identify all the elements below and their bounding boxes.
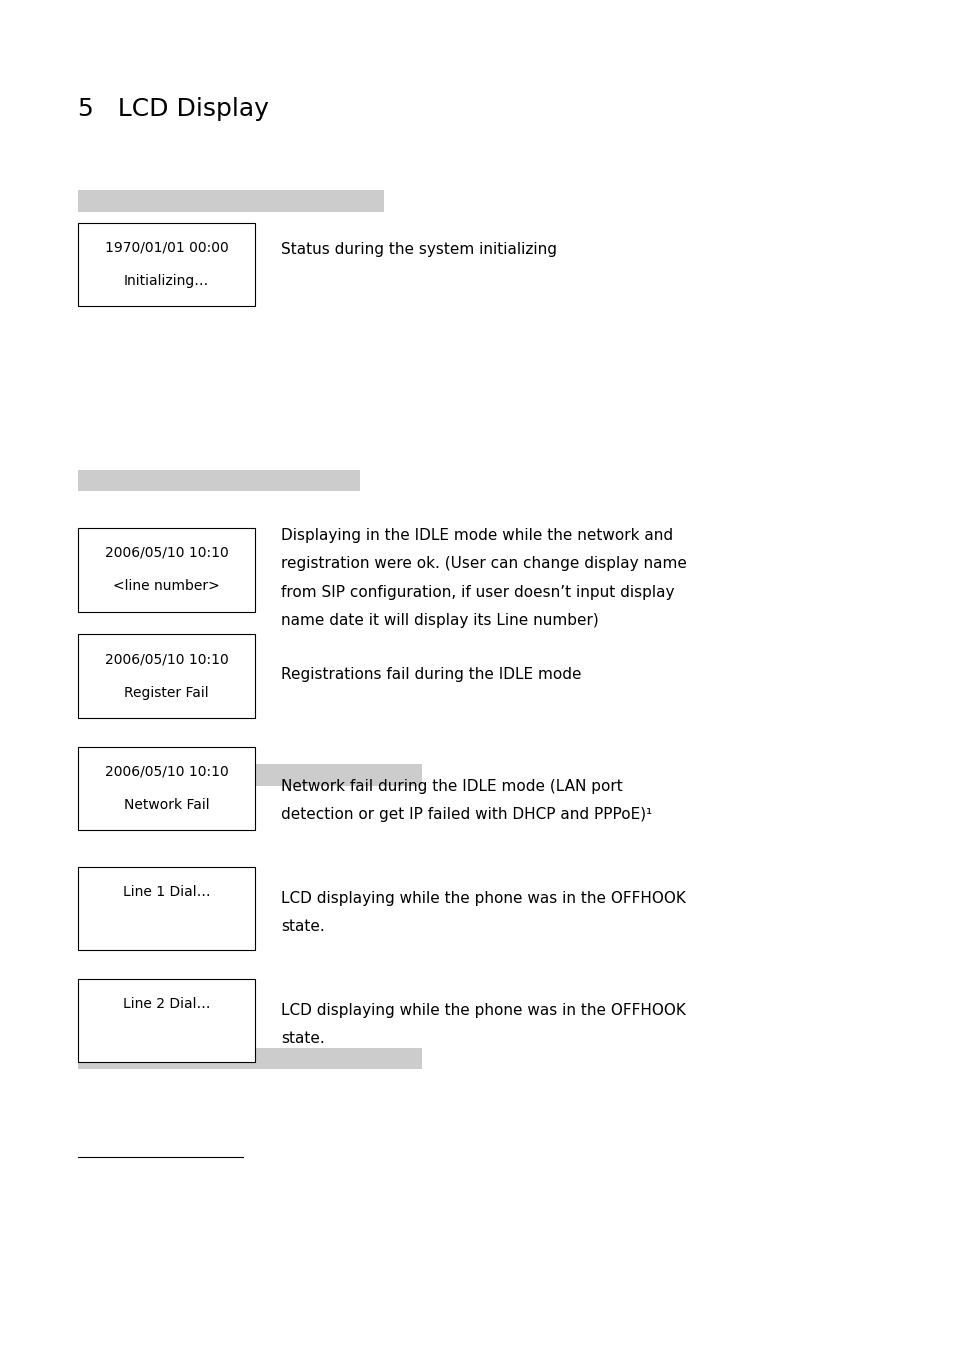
Text: 2006/05/10 10:10: 2006/05/10 10:10 — [105, 545, 228, 560]
Bar — [78, 223, 254, 306]
Bar — [78, 634, 254, 718]
Text: <line number>: <line number> — [113, 579, 219, 594]
Text: Line 1 Dial…: Line 1 Dial… — [123, 884, 210, 899]
Bar — [78, 470, 359, 491]
Text: LCD displaying while the phone was in the OFFHOOK: LCD displaying while the phone was in th… — [281, 1003, 685, 1018]
Bar — [78, 528, 254, 612]
Text: LCD displaying while the phone was in the OFFHOOK: LCD displaying while the phone was in th… — [281, 891, 685, 906]
Text: 2006/05/10 10:10: 2006/05/10 10:10 — [105, 764, 228, 779]
Text: Displaying in the IDLE mode while the network and: Displaying in the IDLE mode while the ne… — [281, 528, 673, 543]
Bar — [78, 747, 254, 830]
Text: registration were ok. (User can change display name: registration were ok. (User can change d… — [281, 556, 686, 571]
Bar — [78, 867, 254, 950]
Text: Registrations fail during the IDLE mode: Registrations fail during the IDLE mode — [281, 667, 581, 682]
Text: name date it will display its Line number): name date it will display its Line numbe… — [281, 613, 598, 628]
Text: state.: state. — [281, 919, 325, 934]
Bar — [78, 190, 383, 212]
Text: Initializing…: Initializing… — [124, 274, 209, 289]
Text: Network Fail: Network Fail — [124, 798, 209, 813]
Text: 5   LCD Display: 5 LCD Display — [78, 97, 269, 122]
Text: 1970/01/01 00:00: 1970/01/01 00:00 — [105, 240, 228, 255]
Bar — [78, 1048, 421, 1069]
Text: Network fail during the IDLE mode (LAN port: Network fail during the IDLE mode (LAN p… — [281, 779, 622, 794]
Text: Status during the system initializing: Status during the system initializing — [281, 242, 557, 256]
Text: from SIP configuration, if user doesn’t input display: from SIP configuration, if user doesn’t … — [281, 585, 674, 599]
Text: 2006/05/10 10:10: 2006/05/10 10:10 — [105, 652, 228, 667]
Text: detection or get IP failed with DHCP and PPPoE)¹: detection or get IP failed with DHCP and… — [281, 807, 652, 822]
Bar — [78, 979, 254, 1062]
Bar — [78, 764, 421, 786]
Text: Register Fail: Register Fail — [124, 686, 209, 701]
Text: Line 2 Dial…: Line 2 Dial… — [123, 996, 210, 1011]
Text: state.: state. — [281, 1031, 325, 1046]
